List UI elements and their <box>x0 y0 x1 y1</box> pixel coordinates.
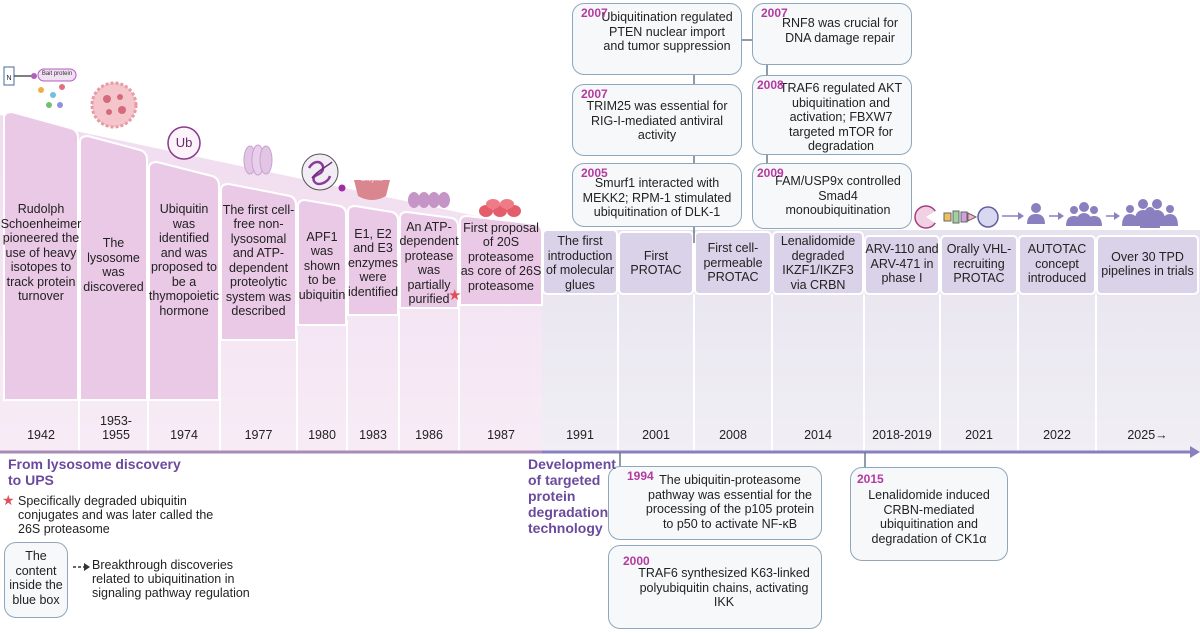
20s-proteasome-icon <box>479 199 521 217</box>
protease-icon <box>408 192 450 208</box>
signal-box-year: 2015 <box>857 472 884 486</box>
signal-box-text: TRAF6 synthesized K63-linked polyubiquit… <box>638 566 810 609</box>
timeline-axis <box>0 446 1200 458</box>
late-column-text: First PROTAC <box>630 248 682 278</box>
late-column-year: 2014 <box>804 428 832 442</box>
signal-box-text: Ubiquitination regulated PTEN nuclear im… <box>601 10 733 53</box>
early-column-year: 1987 <box>487 428 515 442</box>
late-column-text: Over 30 TPD pipelines in trials <box>1101 249 1194 279</box>
ub-icon <box>167 126 201 160</box>
early-column-year: 1977 <box>244 428 273 442</box>
signal-box-text: The ubiquitin-proteasome pathway was ess… <box>645 473 815 531</box>
early-column-text: An ATP-dependent protease was partially … <box>399 219 459 307</box>
legend-star-icon: ★ <box>2 492 15 508</box>
late-column-year: 2008 <box>719 428 747 442</box>
right-section-title: Development of targeted protein degradat… <box>528 456 616 536</box>
signal-box-year: 2009 <box>757 166 784 180</box>
signal-box-smurf1: 2005 Smurf1 interacted with MEKK2; RPM-1… <box>572 163 742 227</box>
legend-blue-box: The content inside the blue box <box>4 542 68 618</box>
left-section-title: From lysosome discovery to UPS <box>8 456 181 488</box>
early-column-text: First proposal of 20S proteasome as core… <box>460 220 542 293</box>
signal-box-text: TRIM25 was essential for RIG-I-mediated … <box>586 99 728 142</box>
signal-box-traf6-akt: 2008 TRAF6 regulated AKT ubiquitination … <box>752 75 912 155</box>
signal-box-pten: 2007 Ubiquitination regulated PTEN nucle… <box>572 3 742 75</box>
legend-star-text: Specifically degraded ubiquitin conjugat… <box>18 494 214 536</box>
early-column-year: 1974 <box>170 428 198 442</box>
lysosome-icon <box>90 81 138 129</box>
late-column-text: Orally VHL-recruiting PROTAC <box>946 242 1012 286</box>
early-column-text: The lysosome was discovered <box>83 236 144 294</box>
late-column-year: 1991 <box>566 428 594 442</box>
signal-box-year: 2007 <box>581 87 608 101</box>
early-column-year: 1953-1955 <box>100 414 132 442</box>
late-column-year: 2001 <box>642 428 670 442</box>
early-column-separators <box>78 300 460 452</box>
late-column-text: AUTOTAC concept introduced <box>1027 242 1087 286</box>
signal-box-traf6-ikk: 2000 TRAF6 synthesized K63-linked polyub… <box>608 545 822 629</box>
signal-box-year: 2007 <box>761 6 788 20</box>
signal-box-year: 2005 <box>581 166 608 180</box>
late-column-year: 2021 <box>965 428 993 442</box>
legend-arrow-text: Breakthrough discoveries related to ubiq… <box>92 558 250 600</box>
signal-box-ck1a: 2015 Lenalidomide induced CRBN-mediated … <box>850 467 1008 561</box>
late-column-text: First cell-permeable PROTAC <box>703 241 763 285</box>
star-marker: ★ <box>448 287 462 304</box>
signal-box-year: 1994 <box>627 469 654 483</box>
signal-box-text: RNF8 was crucial for DNA damage repair <box>782 16 898 45</box>
early-column-year: 1986 <box>415 428 443 442</box>
bait-label: Bait protein <box>41 71 73 77</box>
early-column-year: 1942 <box>27 428 55 442</box>
late-column-cards <box>542 229 1199 295</box>
enzyme-icon <box>354 177 390 200</box>
early-column-text: E1, E2 and E3 enzymes were identified <box>347 226 399 299</box>
signal-box-text: FAM/USP9x controlled Smad4 monoubiquitin… <box>775 174 901 217</box>
late-column-separators <box>617 294 1097 452</box>
early-column-text: APF1 was shown to be ubiquitin <box>298 229 346 302</box>
signal-box-fam-usp9x: 2009 FAM/USP9x controlled Smad4 monoubiq… <box>752 163 912 229</box>
enzyme-label: Enzyme <box>361 177 383 183</box>
late-column-text: Lenalidomide degraded IKZF1/IKZF3 via CR… <box>780 234 856 292</box>
signal-box-year: 2007 <box>581 6 608 20</box>
legend-box-text: The content inside the blue box <box>9 549 63 607</box>
signal-box-text: Lenalidomide induced CRBN-mediated ubiqu… <box>868 488 990 546</box>
protac-icon <box>914 205 999 229</box>
ub-label: Ub <box>175 135 193 150</box>
signal-box-trim25: 2007 TRIM25 was essential for RIG-I-medi… <box>572 84 742 156</box>
people-icons <box>1002 199 1178 228</box>
early-column-text: The first cell-free non-lysosomal and AT… <box>222 202 295 319</box>
late-column-text: The first introduction of molecular glue… <box>545 234 615 292</box>
proteasome-icon <box>243 144 273 176</box>
early-column-year: 1980 <box>308 428 336 442</box>
signal-box-text: TRAF6 regulated AKT ubiquitination and a… <box>779 81 903 153</box>
signal-box-nfkb: 1994 The ubiquitin-proteasome pathway wa… <box>608 466 822 540</box>
early-column-text: Ubiquitin was identified and was propose… <box>148 202 220 318</box>
svg-text:N: N <box>6 75 11 82</box>
signal-box-year: 2008 <box>757 78 784 92</box>
late-column-year: 2025→ <box>1127 428 1168 442</box>
signal-box-rnf8: 2007 RNF8 was crucial for DNA damage rep… <box>752 3 912 65</box>
signal-box-text: Smurf1 interacted with MEKK2; RPM-1 stim… <box>582 176 732 219</box>
legend-arrow-icon <box>73 563 90 571</box>
protein-structure-icon <box>301 153 346 192</box>
late-column-year: 2022 <box>1043 428 1071 442</box>
early-column-text: Rudolph Schoenheimer pioneered the use o… <box>0 202 82 304</box>
bait-protein-icon: N <box>3 66 77 108</box>
late-column-year: 2018-2019 <box>872 428 932 442</box>
late-column-text: ARV-110 and ARV-471 in phase I <box>865 242 939 286</box>
early-column-year: 1983 <box>359 428 387 442</box>
signal-box-year: 2000 <box>623 554 650 568</box>
early-column-shapes <box>3 110 543 401</box>
